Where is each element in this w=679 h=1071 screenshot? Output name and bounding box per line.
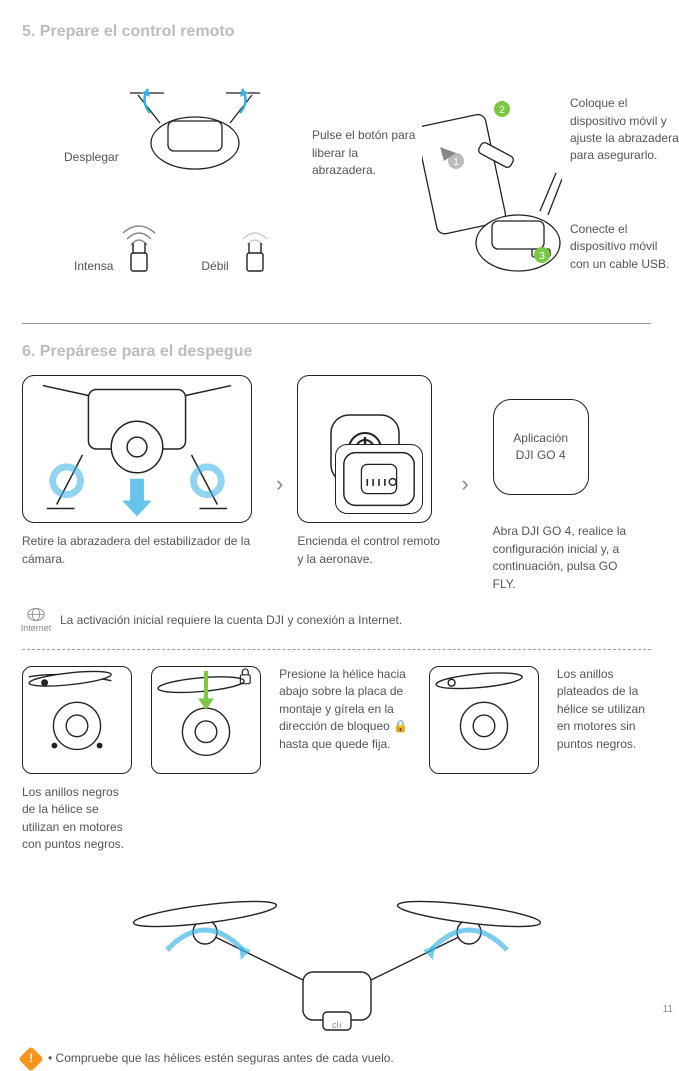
gimbal-caption: Retire la abrazadera del estabilizador d… [22,533,262,568]
step-3-badge: 3 [539,251,545,262]
section5-title: 5. Prepare el control remoto [22,20,651,43]
warning-row: ! • Compruebe que las hélices estén segu… [22,1050,651,1068]
power-card [297,375,432,523]
propeller-row: Los anillos negros de la hélice se utili… [22,666,651,854]
app-label: Aplicación DJI GO 4 [504,430,578,465]
section5-body: Desplegar Intensa [22,55,651,305]
gimbal-card [22,375,252,523]
prop-black-caption: Los anillos negros de la hélice se utili… [22,784,133,854]
signal-weak-icon [235,219,275,275]
drone-bottom-illustration: cŀı [22,862,651,1042]
prop-black-card [22,666,132,774]
step-2-badge: 2 [499,105,505,116]
press-button-text: Pulse el botón para liberar la abrazader… [312,127,422,179]
app-caption: Abra DJI GO 4, realice la configuración … [493,523,643,593]
battery-icon [335,444,423,514]
signal-row: Intensa Débil [74,219,275,275]
chevron-right-icon-2: › [457,468,472,500]
section6-row1: Retire la abrazadera del estabilizador d… [22,375,651,593]
connect-usb-text: Conecte el dispositivo móvil con un cabl… [570,221,679,273]
prop-lock-text: Presione la hélice hacia abajo sobre la … [279,666,411,753]
internet-icon: Internet [22,607,50,635]
mount-illustration: 1 2 3 [422,93,562,293]
controller-illustration [130,83,260,183]
label-debil: Débil [201,258,228,275]
internet-note: La activación inicial requiere la cuenta… [60,612,402,629]
step-1-badge: 1 [453,157,459,168]
label-intensa: Intensa [74,258,113,275]
prop-lock-card [151,666,261,774]
signal-strong-icon [119,219,159,275]
warning-text: • Compruebe que las hélices estén segura… [48,1050,394,1067]
svg-text:cŀı: cŀı [331,1020,341,1030]
prop-silver-text: Los anillos plateados de la hélice se ut… [557,666,651,753]
clamp-device-text: Coloque el dispositivo móvil y ajuste la… [570,95,679,165]
power-caption: Encienda el control remoto y la aeronave… [297,533,447,568]
prop-silver-card [429,666,539,774]
internet-label: Internet [21,622,52,635]
divider-dashed [22,649,651,650]
internet-row: Internet La activación inicial requiere … [22,607,651,635]
label-desplegar: Desplegar [64,149,119,166]
warning-icon: ! [18,1046,43,1071]
chevron-right-icon: › [272,468,287,500]
page-number: 11 [663,1003,673,1018]
app-card: Aplicación DJI GO 4 [493,399,589,495]
section6-title: 6. Prepárese para el despegue [22,340,651,363]
divider-1 [22,323,651,324]
